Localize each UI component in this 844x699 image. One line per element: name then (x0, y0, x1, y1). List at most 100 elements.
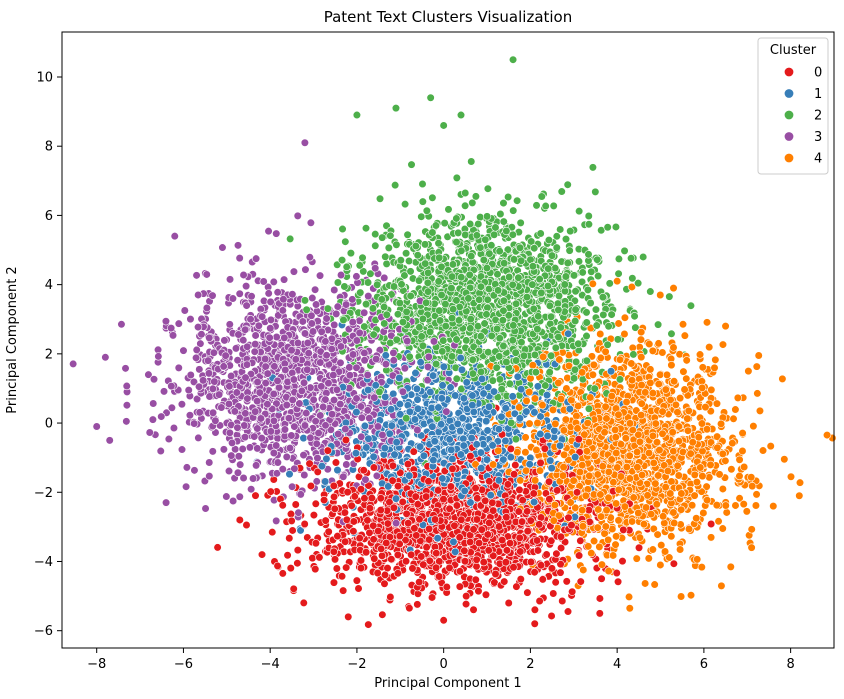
scatter-point-cluster-1 (389, 389, 398, 398)
scatter-point-cluster-3 (234, 452, 243, 461)
scatter-point-cluster-2 (537, 192, 546, 201)
scatter-point-cluster-4 (611, 540, 620, 549)
scatter-point-cluster-3 (205, 458, 214, 467)
scatter-point-cluster-2 (499, 198, 508, 208)
scatter-point-cluster-2 (366, 269, 375, 278)
scatter-point-cluster-4 (574, 401, 583, 411)
scatter-point-cluster-2 (513, 196, 522, 205)
scatter-point-cluster-2 (414, 276, 424, 285)
scatter-point-cluster-2 (467, 157, 476, 166)
scatter-point-cluster-4 (752, 490, 761, 499)
scatter-point-cluster-2 (561, 234, 571, 244)
scatter-point-cluster-2 (551, 264, 560, 273)
scatter-point-cluster-2 (476, 213, 485, 222)
scatter-point-cluster-0 (547, 611, 556, 621)
scatter-point-cluster-2 (431, 221, 441, 230)
scatter-point-cluster-3 (194, 433, 203, 443)
scatter-point-cluster-4 (693, 555, 702, 564)
scatter-point-cluster-3 (330, 285, 339, 295)
scatter-point-cluster-3 (229, 496, 238, 506)
scatter-point-cluster-3 (195, 365, 204, 374)
scatter-point-cluster-4 (658, 348, 667, 357)
scatter-point-cluster-3 (225, 320, 234, 329)
scatter-point-cluster-0 (293, 559, 302, 568)
scatter-point-cluster-0 (549, 589, 558, 598)
scatter-point-cluster-2 (439, 121, 448, 130)
scatter-point-cluster-2 (392, 240, 401, 249)
scatter-point-cluster-0 (268, 528, 277, 537)
scatter-point-cluster-0 (613, 577, 623, 586)
scatter-point-cluster-2 (563, 180, 572, 189)
scatter-point-cluster-0 (618, 557, 627, 566)
scatter-point-cluster-4 (669, 447, 678, 456)
scatter-point-cluster-4 (587, 352, 597, 361)
scatter-point-cluster-3 (279, 275, 289, 284)
scatter-point-cluster-4 (674, 437, 683, 446)
scatter-point-cluster-3 (168, 331, 178, 340)
scatter-point-cluster-3 (273, 458, 282, 467)
scatter-point-cluster-2 (588, 163, 598, 172)
scatter-point-cluster-3 (308, 293, 317, 303)
scatter-point-cluster-4 (584, 542, 593, 551)
scatter-point-cluster-0 (344, 612, 353, 621)
scatter-point-cluster-2 (426, 93, 435, 102)
scatter-point-cluster-2 (461, 201, 470, 210)
scatter-point-cluster-4 (656, 290, 665, 300)
scatter-point-cluster-0 (538, 575, 547, 584)
scatter-point-cluster-4 (588, 279, 597, 288)
scatter-point-cluster-4 (614, 319, 623, 328)
scatter-point-cluster-3 (144, 370, 153, 379)
scatter-point-cluster-0 (535, 596, 544, 606)
scatter-point-cluster-0 (504, 598, 513, 608)
scatter-point-cluster-0 (439, 616, 448, 625)
scatter-point-cluster-4 (648, 545, 657, 554)
scatter-point-cluster-2 (371, 230, 380, 239)
scatter-point-cluster-2 (468, 198, 477, 207)
scatter-point-cluster-0 (352, 576, 361, 585)
scatter-point-cluster-3 (225, 428, 234, 437)
scatter-point-cluster-4 (615, 355, 625, 364)
scatter-point-cluster-0 (408, 564, 417, 573)
scatter-point-cluster-4 (654, 379, 663, 389)
scatter-point-cluster-4 (733, 393, 742, 402)
scatter-point-cluster-0 (364, 620, 373, 629)
scatter-point-cluster-3 (300, 470, 309, 480)
scatter-point-cluster-4 (727, 465, 736, 474)
scatter-point-cluster-1 (360, 421, 369, 431)
scatter-point-cluster-3 (157, 412, 166, 421)
scatter-point-cluster-2 (384, 243, 393, 252)
scatter-point-cluster-4 (653, 530, 662, 539)
scatter-point-cluster-0 (568, 587, 577, 596)
scatter-point-cluster-4 (717, 581, 726, 590)
scatter-point-cluster-2 (549, 201, 558, 210)
scatter-point-cluster-4 (687, 501, 697, 510)
scatter-point-cluster-3 (231, 344, 241, 353)
scatter-point-cluster-0 (413, 600, 422, 609)
scatter-point-cluster-1 (322, 454, 331, 463)
scatter-point-cluster-3 (299, 450, 308, 460)
scatter-point-cluster-3 (264, 289, 273, 298)
scatter-point-cluster-4 (612, 532, 621, 541)
scatter-point-cluster-4 (751, 501, 761, 510)
scatter-point-cluster-2 (342, 262, 351, 272)
scatter-point-cluster-4 (650, 580, 659, 589)
scatter-point-cluster-3 (293, 338, 303, 348)
scatter-point-cluster-2 (545, 301, 554, 310)
scatter-point-cluster-0 (330, 492, 339, 501)
scatter-point-cluster-2 (391, 181, 400, 190)
scatter-point-cluster-4 (731, 501, 740, 510)
scatter-point-cluster-0 (235, 515, 244, 525)
scatter-point-cluster-2 (407, 160, 416, 169)
scatter-point-cluster-2 (382, 259, 391, 268)
scatter-point-cluster-3 (372, 471, 381, 480)
scatter-point-cluster-4 (822, 430, 832, 440)
scatter-point-cluster-3 (300, 138, 309, 147)
scatter-point-cluster-2 (483, 184, 493, 193)
scatter-point-cluster-2 (403, 230, 412, 239)
scatter-point-cluster-0 (213, 543, 222, 552)
scatter-point-cluster-3 (259, 277, 268, 286)
scatter-point-cluster-2 (584, 220, 594, 229)
scatter-point-cluster-3 (190, 466, 199, 475)
scatter-point-cluster-3 (121, 364, 130, 373)
